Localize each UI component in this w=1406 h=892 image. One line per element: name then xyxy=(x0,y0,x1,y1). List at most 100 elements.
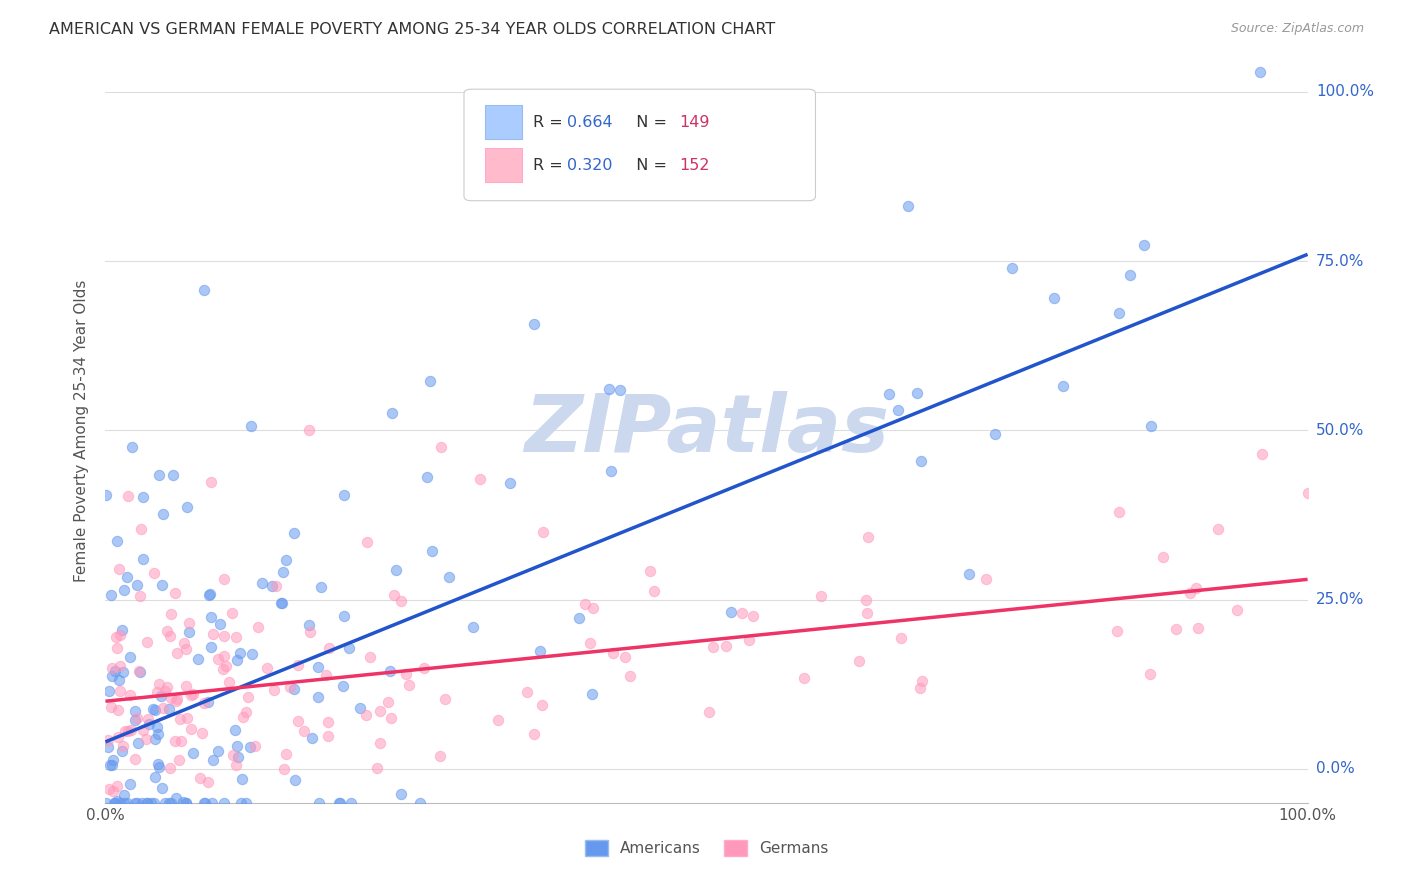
Point xyxy=(193,696,215,710)
Point xyxy=(104,664,127,678)
Point xyxy=(136,635,159,649)
Point xyxy=(1185,582,1208,596)
Point xyxy=(214,648,236,663)
Point xyxy=(143,566,166,581)
Point xyxy=(159,702,181,716)
Point xyxy=(359,650,381,665)
Point xyxy=(1140,418,1163,433)
Point xyxy=(602,647,624,661)
Point xyxy=(169,712,191,726)
Point xyxy=(1133,237,1156,252)
Point xyxy=(150,781,173,796)
Point xyxy=(486,713,509,727)
Point xyxy=(877,387,900,401)
Point xyxy=(149,689,172,703)
Point xyxy=(107,562,129,576)
Point xyxy=(180,688,202,702)
Point xyxy=(429,748,451,763)
Point xyxy=(124,796,146,810)
Point xyxy=(356,534,378,549)
Point xyxy=(307,690,329,704)
Point xyxy=(855,593,877,607)
Point xyxy=(157,809,180,823)
Point xyxy=(250,575,273,590)
Point xyxy=(148,759,170,773)
Point xyxy=(416,470,439,484)
Point xyxy=(212,572,235,586)
Point xyxy=(132,551,155,566)
Point xyxy=(270,596,292,610)
Point xyxy=(160,796,183,810)
Point xyxy=(307,660,329,674)
Point xyxy=(598,382,620,396)
Point xyxy=(101,668,124,682)
Point xyxy=(247,620,270,634)
Point xyxy=(148,468,170,483)
Point xyxy=(523,318,546,332)
Point xyxy=(316,730,339,744)
Point xyxy=(225,631,247,645)
Point xyxy=(256,661,278,675)
Text: 0.664: 0.664 xyxy=(567,115,612,129)
Point xyxy=(125,711,148,725)
Point xyxy=(100,661,122,675)
Point xyxy=(117,724,139,739)
Point xyxy=(225,758,247,772)
Point xyxy=(271,596,294,610)
Point xyxy=(298,618,321,632)
Point xyxy=(531,525,554,540)
Text: 0.320: 0.320 xyxy=(567,158,612,172)
Point xyxy=(911,674,934,689)
Point xyxy=(315,667,337,681)
Point xyxy=(240,647,263,661)
Point xyxy=(274,553,297,567)
Point xyxy=(212,662,235,676)
Point xyxy=(609,383,631,397)
Point xyxy=(174,796,197,810)
Point xyxy=(284,773,307,788)
Point xyxy=(156,624,179,638)
Point xyxy=(983,427,1005,442)
Point xyxy=(887,402,910,417)
Text: ZIPatlas: ZIPatlas xyxy=(524,392,889,469)
Point xyxy=(225,653,247,667)
Point xyxy=(1226,603,1249,617)
Point xyxy=(214,796,236,810)
Point xyxy=(101,758,124,772)
Text: 100.0%: 100.0% xyxy=(1316,85,1374,99)
Point xyxy=(229,646,252,660)
Point xyxy=(105,794,128,808)
Point xyxy=(283,526,305,541)
Point xyxy=(1187,621,1209,635)
Point xyxy=(111,624,134,638)
Point xyxy=(226,739,249,753)
Point xyxy=(124,752,146,766)
Point xyxy=(419,374,441,388)
Point xyxy=(337,641,360,656)
Point xyxy=(738,632,761,647)
Point xyxy=(96,487,118,501)
Point xyxy=(1251,447,1274,461)
Point xyxy=(174,796,197,810)
Point xyxy=(349,700,371,714)
Point xyxy=(101,753,124,767)
Point xyxy=(433,692,456,706)
Point xyxy=(395,666,418,681)
Point xyxy=(193,796,215,810)
Point xyxy=(377,695,399,709)
Point xyxy=(193,283,215,297)
Point xyxy=(97,732,120,747)
Point xyxy=(215,659,238,673)
Point xyxy=(104,796,127,810)
Point xyxy=(264,579,287,593)
Point xyxy=(409,796,432,810)
Y-axis label: Female Poverty Among 25-34 Year Olds: Female Poverty Among 25-34 Year Olds xyxy=(75,279,90,582)
Point xyxy=(180,722,202,736)
Point xyxy=(340,796,363,810)
Point xyxy=(98,758,121,772)
Point xyxy=(103,796,125,810)
Point xyxy=(112,582,135,597)
Point xyxy=(112,788,135,802)
Point xyxy=(136,796,159,810)
Point xyxy=(287,657,309,672)
